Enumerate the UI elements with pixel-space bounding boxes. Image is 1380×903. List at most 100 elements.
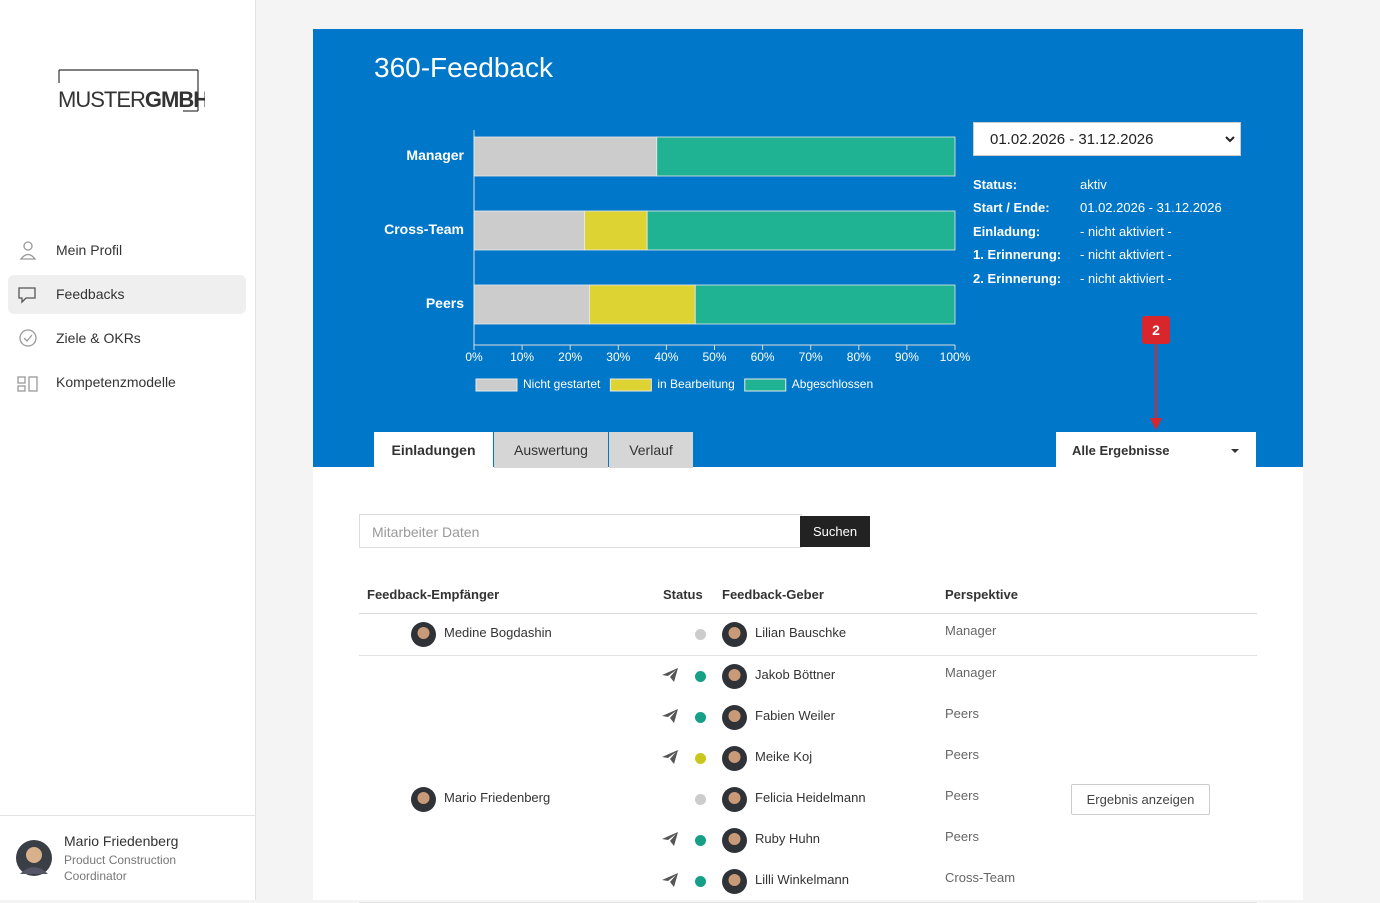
bar-segment	[584, 210, 648, 251]
status-dot	[695, 712, 706, 723]
giver-avatar	[722, 787, 747, 812]
logo-light: MUSTER	[58, 87, 145, 112]
legend-label: Nicht gestartet	[523, 377, 601, 391]
giver-name: Felicia Heidelmann	[755, 790, 866, 805]
nav-item[interactable]: Mein Profil	[56, 242, 123, 258]
x-tick-label: 0%	[465, 350, 483, 364]
bar-segment	[646, 210, 956, 251]
status-dot	[695, 835, 706, 846]
x-tick-label: 20%	[558, 350, 582, 364]
bar-segment	[473, 136, 658, 177]
giver-avatar	[722, 664, 747, 689]
legend-label: in Bearbeitung	[657, 377, 734, 391]
recipient-name: Mario Friedenberg	[444, 790, 551, 805]
giver-name: Jakob Böttner	[755, 667, 836, 682]
status-value: - nicht aktiviert -	[1080, 224, 1172, 239]
perspective: Peers	[945, 747, 979, 762]
status-label: Einladung:	[973, 224, 1041, 239]
search-input[interactable]: Mitarbeiter Daten	[359, 514, 802, 548]
search-button[interactable]: Suchen	[800, 516, 870, 547]
bar-segment	[473, 210, 586, 251]
status-value: - nicht aktiviert -	[1080, 247, 1172, 262]
giver-avatar	[722, 869, 747, 894]
legend-swatch	[744, 378, 787, 392]
logo-bold: GMBH	[145, 87, 205, 112]
giver-avatar	[722, 828, 747, 853]
logo: MUSTERGMBH	[58, 69, 205, 112]
giver-avatar	[722, 746, 747, 771]
giver-name: Meike Koj	[755, 749, 813, 764]
status-value: 01.02.2026 - 31.12.2026	[1080, 200, 1222, 215]
sent-icon	[662, 668, 678, 682]
legend-swatch	[609, 378, 652, 392]
giver-name: Lilli Winkelmann	[755, 872, 849, 887]
x-tick-label: 80%	[847, 350, 871, 364]
table-rule	[359, 613, 1257, 614]
perspective: Peers	[945, 829, 979, 844]
nav-item[interactable]: Ziele & OKRs	[56, 330, 141, 346]
giver-avatar	[722, 622, 747, 647]
x-tick-label: 10%	[510, 350, 534, 364]
giver-name: Fabien Weiler	[755, 708, 835, 723]
x-tick-label: 70%	[799, 350, 823, 364]
bar-segment	[473, 284, 590, 325]
nav-active	[8, 275, 246, 314]
user-avatar	[16, 840, 52, 876]
status-dot	[695, 671, 706, 682]
category-label: Peers	[426, 295, 464, 311]
annotation-badge: 2	[1142, 316, 1170, 344]
perspective: Peers	[945, 706, 979, 721]
giver-avatar	[722, 705, 747, 730]
x-tick-label: 30%	[606, 350, 630, 364]
status-label: 1. Erinnerung:	[973, 247, 1062, 262]
nav-item[interactable]: Kompetenzmodelle	[56, 374, 176, 390]
x-tick-label: 40%	[654, 350, 678, 364]
filter-dropdown[interactable]: Alle Ergebnisse	[1056, 432, 1256, 468]
x-tick-label: 90%	[895, 350, 919, 364]
tab[interactable]: Verlauf	[609, 432, 693, 468]
divider	[0, 815, 255, 816]
sidebar: MUSTERGMBH Mein Profil Feedbacks Ziele &…	[0, 0, 256, 900]
tab[interactable]: Auswertung	[494, 432, 608, 468]
recipient-name: Medine Bogdashin	[444, 625, 552, 640]
row-rule	[359, 655, 1257, 656]
sent-icon	[662, 750, 678, 764]
category-label: Cross-Team	[384, 221, 464, 237]
column-header: Status	[663, 587, 703, 602]
recipient-avatar	[411, 787, 436, 812]
tab[interactable]: Einladungen	[374, 432, 493, 468]
recipient-avatar	[411, 622, 436, 647]
giver-name: Lilian Bauschke	[755, 625, 847, 640]
status-dot	[695, 876, 706, 887]
sent-icon	[662, 709, 678, 723]
x-tick-label: 100%	[940, 350, 970, 364]
status-dot	[695, 629, 706, 640]
status-value: aktiv	[1080, 177, 1107, 192]
legend-label: Abgeschlossen	[792, 377, 873, 391]
x-tick-label: 50%	[702, 350, 726, 364]
status-dot	[695, 753, 706, 764]
perspective: Peers	[945, 788, 979, 803]
nav-item[interactable]: Feedbacks	[56, 286, 125, 302]
bar-segment	[589, 284, 696, 325]
giver-name: Ruby Huhn	[755, 831, 821, 846]
perspective: Manager	[945, 623, 997, 638]
result-button[interactable]: Ergebnis anzeigen	[1071, 784, 1210, 815]
user-name: Mario Friedenberg	[64, 833, 179, 849]
period-select[interactable]: 01.02.2026 - 31.12.2026	[973, 122, 1241, 156]
filter-text: Alle Ergebnisse	[1072, 443, 1170, 458]
perspective: Cross-Team	[945, 870, 1016, 885]
logo-text: MUSTERGMBH	[58, 87, 205, 112]
nav-icons	[17, 241, 38, 392]
x-tick-label: 60%	[751, 350, 775, 364]
bar-segment	[694, 284, 956, 325]
status-label: Start / Ende:	[973, 200, 1050, 215]
search-placeholder: Mitarbeiter Daten	[372, 524, 480, 540]
sent-icon	[662, 832, 678, 846]
status-value: - nicht aktiviert -	[1080, 271, 1172, 286]
column-header: Feedback-Empfänger	[367, 587, 500, 602]
annotation-arrow	[1150, 344, 1162, 430]
legend-swatch	[475, 378, 518, 392]
period-text: 01.02.2026 - 31.12.2026	[990, 131, 1154, 148]
status-label: Status:	[973, 177, 1018, 192]
